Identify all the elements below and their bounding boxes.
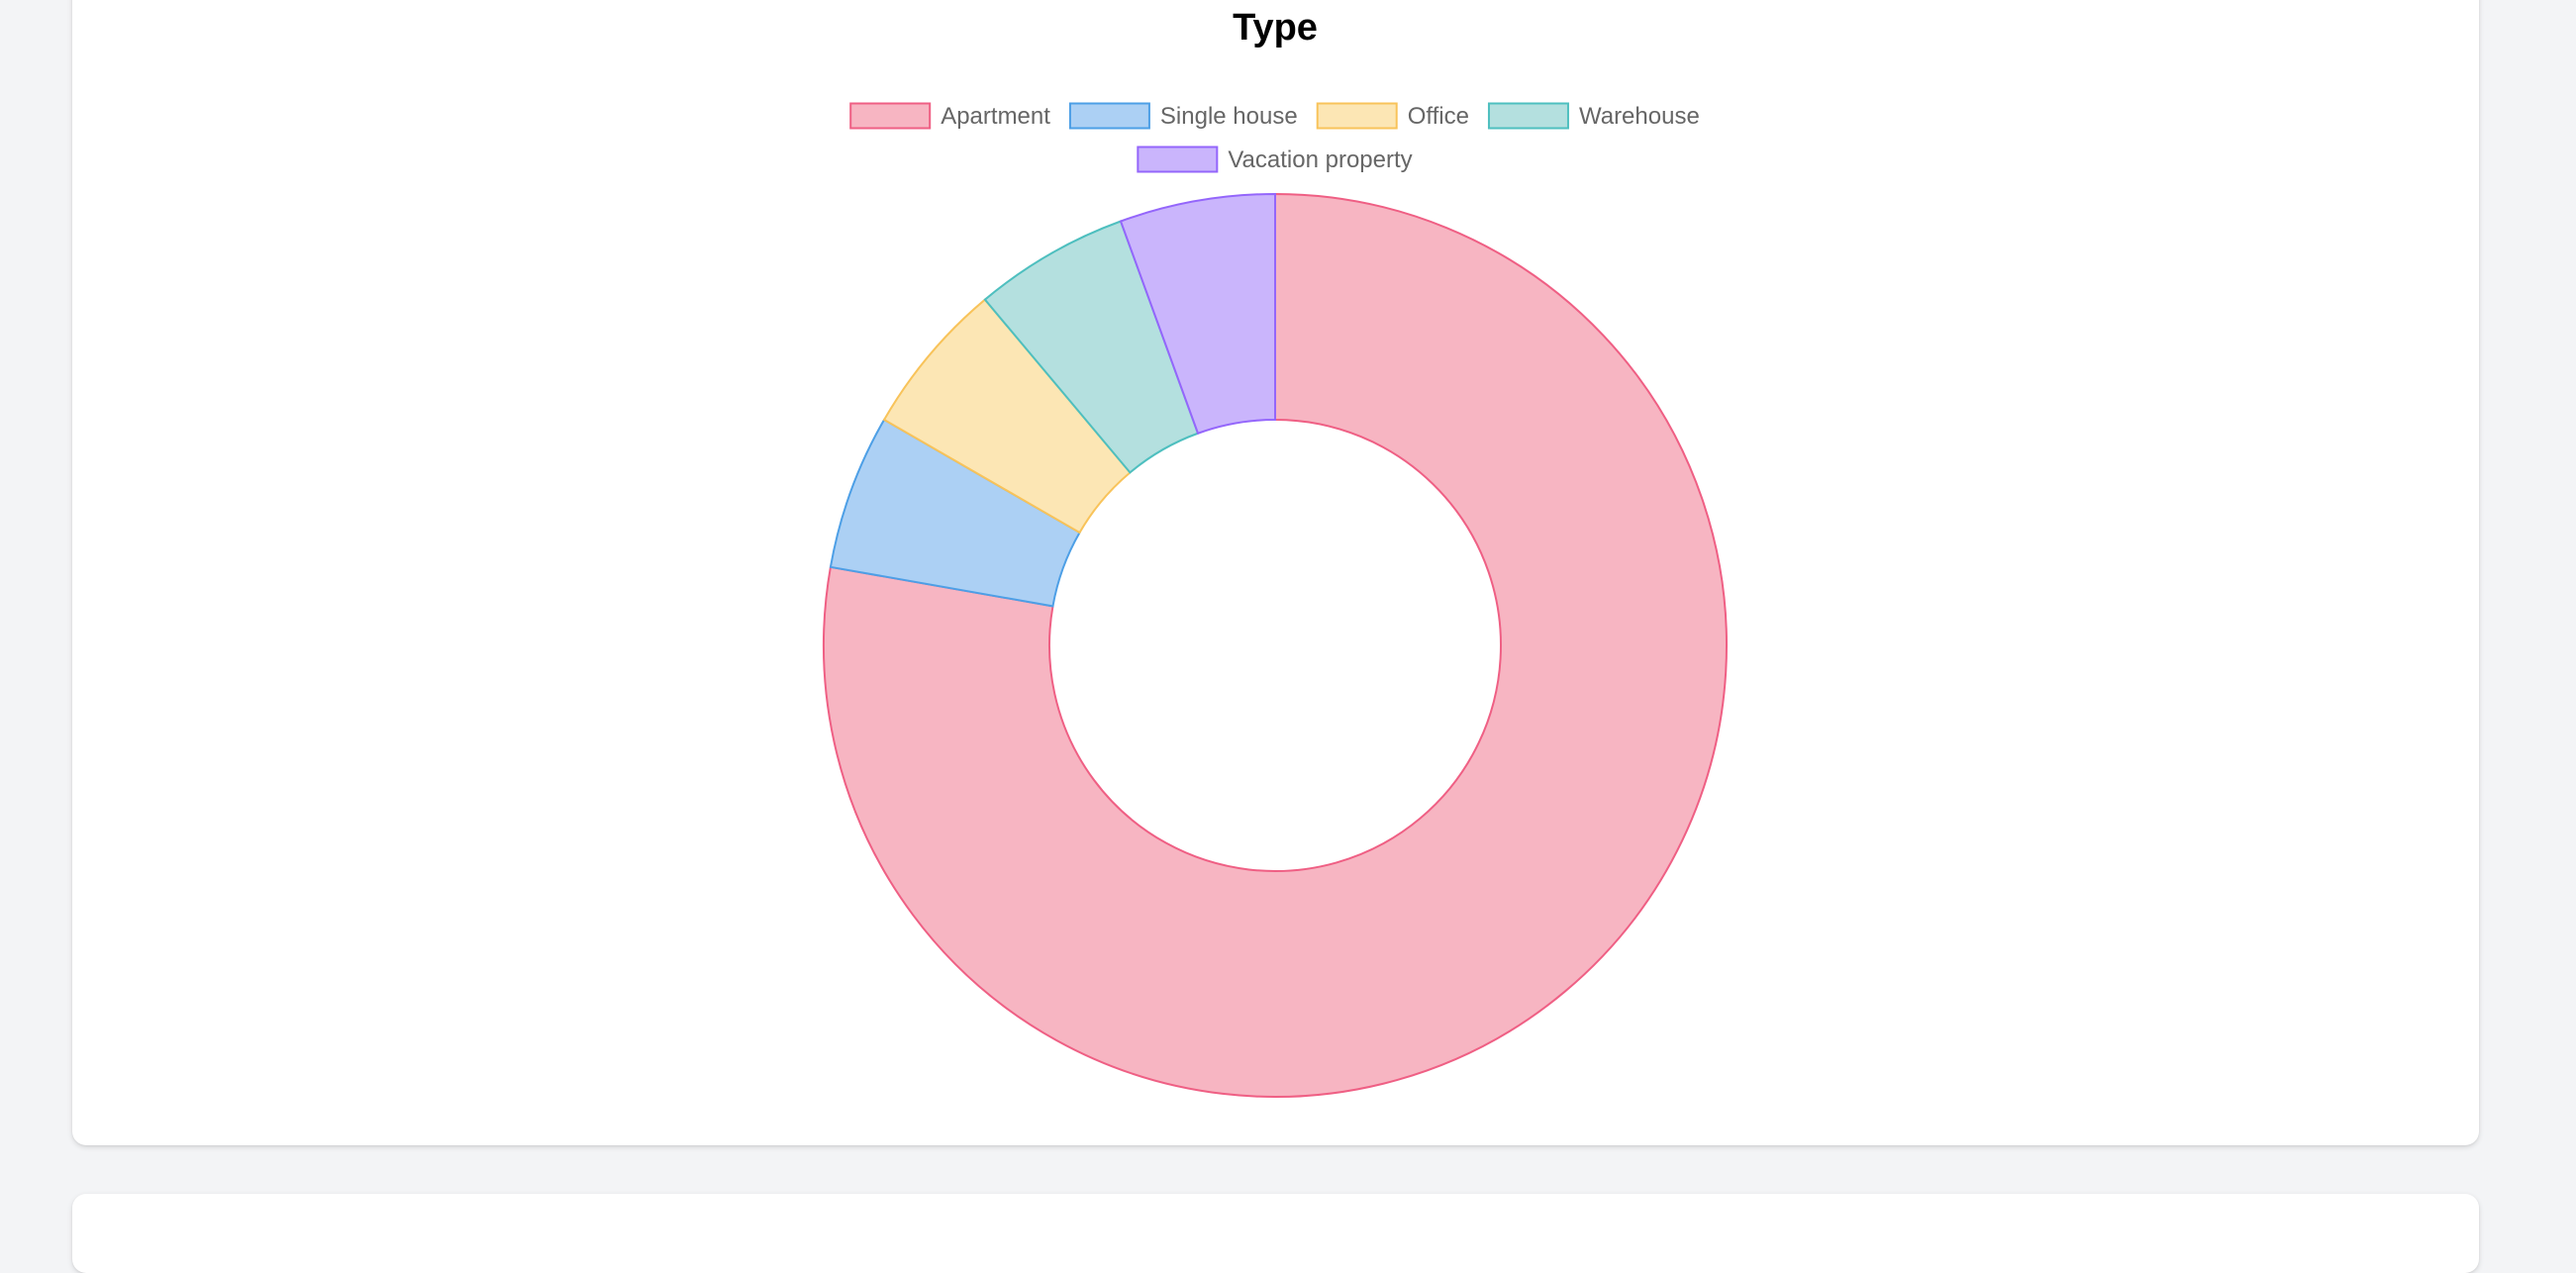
legend-label: Single house	[1160, 103, 1298, 130]
legend-swatch	[1316, 102, 1398, 130]
legend-label: Apartment	[941, 103, 1050, 130]
legend-item[interactable]: Apartment	[849, 102, 1050, 130]
slice-vacation-property[interactable]	[1119, 192, 1276, 436]
legend-swatch	[1137, 146, 1219, 173]
legend-item[interactable]: Office	[1316, 102, 1469, 130]
legend-item[interactable]: Single house	[1068, 102, 1298, 130]
legend-label: Vacation property	[1228, 147, 1412, 173]
legend-item[interactable]: Vacation property	[1137, 146, 1413, 173]
legend-label: Warehouse	[1579, 103, 1700, 130]
chart-title: Type	[1233, 7, 1318, 49]
legend-item[interactable]: Warehouse	[1487, 102, 1700, 130]
chart-legend: Apartment Single house Office Warehouse Vaca…	[849, 102, 1700, 173]
legend-swatch	[849, 102, 932, 130]
legend-swatch	[1487, 102, 1569, 130]
legend-label: Office	[1408, 103, 1469, 130]
doughnut-chart: Type Apartment Single house Office Warehous…	[823, 7, 1728, 1098]
slice-apartment[interactable]	[823, 192, 1728, 1098]
next-card	[72, 1194, 2479, 1273]
legend-swatch	[1068, 102, 1150, 130]
chart-slices	[823, 192, 1728, 1098]
chart-card: Type Apartment Single house Office Warehous…	[72, 0, 2479, 1145]
